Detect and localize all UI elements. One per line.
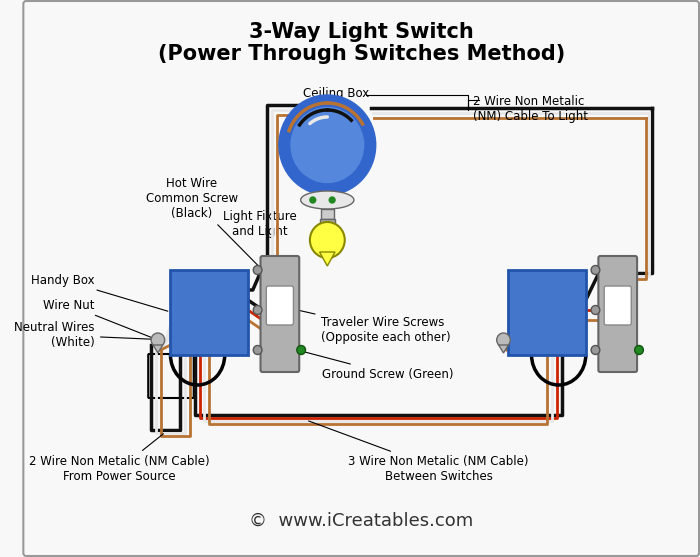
Text: 3 Wire Non Metalic (NM Cable)
Between Switches: 3 Wire Non Metalic (NM Cable) Between Sw… xyxy=(309,421,529,483)
Circle shape xyxy=(297,345,305,354)
Text: 2 Wire Non Metalic (NM Cable)
From Power Source: 2 Wire Non Metalic (NM Cable) From Power… xyxy=(29,434,209,483)
Polygon shape xyxy=(153,345,162,353)
Circle shape xyxy=(291,108,363,183)
Text: (Power Through Switches Method): (Power Through Switches Method) xyxy=(158,44,565,64)
Circle shape xyxy=(497,333,510,347)
FancyBboxPatch shape xyxy=(266,286,293,325)
Text: Ceiling Box: Ceiling Box xyxy=(303,86,370,113)
Text: Wire Nut: Wire Nut xyxy=(43,299,155,339)
Text: 3-Way Light Switch: 3-Way Light Switch xyxy=(248,22,474,42)
Circle shape xyxy=(253,266,262,275)
Circle shape xyxy=(329,197,335,203)
Text: Ground Screw (Green): Ground Screw (Green) xyxy=(300,351,454,380)
Circle shape xyxy=(253,305,262,315)
Circle shape xyxy=(310,222,344,258)
Text: Neutral Wires
(White): Neutral Wires (White) xyxy=(15,321,168,349)
Circle shape xyxy=(591,266,600,275)
Text: Light Fixture
and Light: Light Fixture and Light xyxy=(223,210,296,238)
Text: Hot Wire
Common Screw
(Black): Hot Wire Common Screw (Black) xyxy=(146,177,260,268)
Circle shape xyxy=(591,345,600,354)
Text: Handy Box: Handy Box xyxy=(32,273,168,311)
Ellipse shape xyxy=(301,191,354,209)
Polygon shape xyxy=(498,345,508,353)
FancyBboxPatch shape xyxy=(23,1,699,556)
Text: Traveler Wire Screws
(Opposite each other): Traveler Wire Screws (Opposite each othe… xyxy=(300,311,450,344)
Text: ©  www.iCreatables.com: © www.iCreatables.com xyxy=(249,512,473,530)
Circle shape xyxy=(279,95,376,195)
Circle shape xyxy=(310,197,316,203)
Circle shape xyxy=(591,305,600,315)
Circle shape xyxy=(635,345,643,354)
FancyBboxPatch shape xyxy=(598,256,637,372)
Polygon shape xyxy=(320,252,335,266)
FancyBboxPatch shape xyxy=(604,286,631,325)
Bar xyxy=(321,209,334,219)
Text: 2 Wire Non Metalic
(NM) Cable To Light: 2 Wire Non Metalic (NM) Cable To Light xyxy=(473,95,589,123)
Bar xyxy=(171,270,248,355)
Bar xyxy=(320,219,335,227)
FancyBboxPatch shape xyxy=(260,256,299,372)
Circle shape xyxy=(151,333,164,347)
Bar xyxy=(508,270,586,355)
Circle shape xyxy=(253,345,262,354)
